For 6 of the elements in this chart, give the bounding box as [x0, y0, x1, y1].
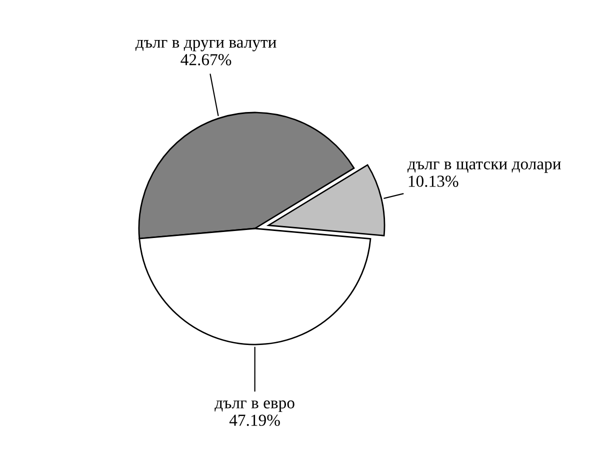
data-label: 10.13%	[408, 176, 458, 187]
slice-label: дълг в евро	[214, 400, 294, 412]
data-label: 42.67%	[180, 54, 232, 66]
slice-label: дълг в други валути	[135, 40, 276, 52]
data-label: 47.19%	[229, 414, 280, 426]
slice-label: дълг в щатски долари	[407, 161, 561, 173]
